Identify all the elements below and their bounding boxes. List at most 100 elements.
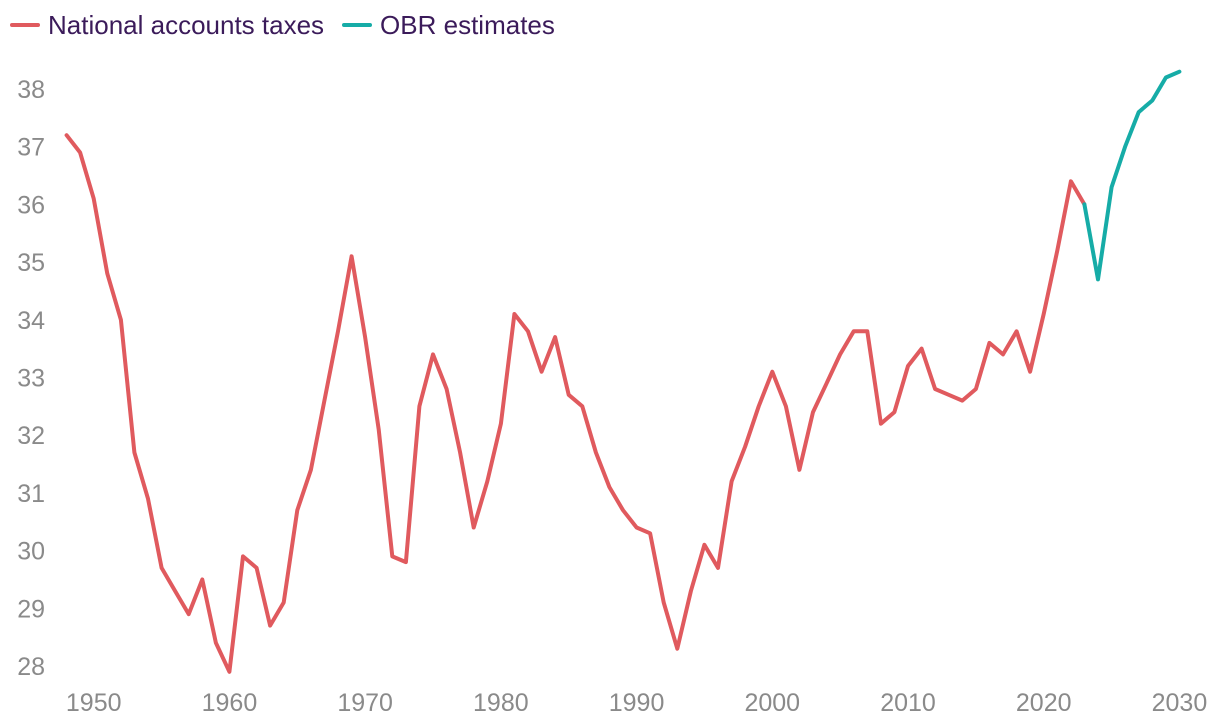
data-point-obr-2027[interactable] — [1136, 109, 1142, 115]
data-point-national-1998[interactable] — [742, 444, 748, 450]
data-point-obr-2028[interactable] — [1149, 98, 1155, 104]
data-point-national-1969[interactable] — [349, 253, 355, 259]
legend-item-obr-estimates[interactable]: OBR estimates — [342, 12, 555, 38]
data-point-national-2009[interactable] — [891, 409, 897, 415]
data-point-national-1972[interactable] — [389, 553, 395, 559]
data-point-national-1976[interactable] — [444, 386, 450, 392]
x-tick-label-1960: 1960 — [202, 689, 258, 717]
data-point-national-2016[interactable] — [986, 340, 992, 346]
data-point-national-1990[interactable] — [634, 525, 640, 531]
legend-label-obr-estimates: OBR estimates — [380, 10, 555, 40]
data-point-national-1956[interactable] — [172, 588, 178, 594]
data-point-national-1970[interactable] — [362, 334, 368, 340]
legend-swatch-obr-estimates — [342, 23, 373, 27]
data-point-national-1951[interactable] — [104, 271, 110, 277]
data-point-national-2005[interactable] — [837, 351, 843, 357]
data-point-national-1991[interactable] — [647, 530, 653, 536]
data-point-national-1958[interactable] — [199, 576, 205, 582]
data-point-national-2012[interactable] — [932, 386, 938, 392]
data-point-national-1952[interactable] — [118, 317, 124, 323]
data-point-national-2002[interactable] — [796, 467, 802, 473]
data-point-national-1977[interactable] — [457, 450, 463, 456]
data-point-national-1963[interactable] — [267, 623, 273, 629]
data-point-national-2022[interactable] — [1068, 178, 1074, 184]
data-point-national-2021[interactable] — [1054, 248, 1060, 254]
data-point-national-1965[interactable] — [294, 507, 300, 513]
data-point-national-1967[interactable] — [321, 398, 327, 404]
data-point-national-2017[interactable] — [1000, 351, 1006, 357]
data-point-obr-2024[interactable] — [1095, 276, 1101, 282]
data-point-national-1974[interactable] — [416, 403, 422, 409]
y-tick-label-30: 30 — [17, 538, 45, 566]
y-axis-ticks: 28 29 30 31 32 33 34 35 36 37 38 — [17, 76, 45, 681]
legend-item-national-accounts[interactable]: National accounts taxes — [10, 12, 324, 38]
data-point-national-1996[interactable] — [715, 565, 721, 571]
data-point-national-1973[interactable] — [403, 559, 409, 565]
data-point-national-2015[interactable] — [973, 386, 979, 392]
data-point-national-1984[interactable] — [552, 334, 558, 340]
data-point-national-1981[interactable] — [511, 311, 517, 317]
y-tick-label-31: 31 — [17, 480, 45, 508]
series-line-obr-estimates[interactable] — [1082, 69, 1182, 282]
data-point-obr-2023[interactable] — [1081, 201, 1087, 207]
data-point-national-1950[interactable] — [91, 196, 97, 202]
data-point-national-2014[interactable] — [959, 398, 965, 404]
data-point-national-1955[interactable] — [159, 565, 165, 571]
data-point-national-1979[interactable] — [484, 478, 490, 484]
data-point-national-1978[interactable] — [471, 525, 477, 531]
data-point-national-2011[interactable] — [919, 346, 925, 352]
data-point-national-2007[interactable] — [864, 328, 870, 334]
data-point-national-1989[interactable] — [620, 507, 626, 513]
data-point-national-2010[interactable] — [905, 363, 911, 369]
data-point-national-2008[interactable] — [878, 421, 884, 427]
y-tick-label-32: 32 — [17, 422, 45, 450]
data-point-national-1975[interactable] — [430, 351, 436, 357]
data-point-national-1971[interactable] — [376, 426, 382, 432]
y-tick-label-29: 29 — [17, 595, 45, 623]
y-tick-label-33: 33 — [17, 365, 45, 393]
x-tick-label-1980: 1980 — [473, 689, 529, 717]
data-point-national-1983[interactable] — [539, 369, 545, 375]
x-tick-label-2030: 2030 — [1152, 689, 1208, 717]
data-point-national-2006[interactable] — [851, 328, 857, 334]
series-line-national-accounts-taxes[interactable] — [64, 133, 1087, 674]
data-point-national-1959[interactable] — [213, 640, 219, 646]
data-point-national-1948[interactable] — [64, 132, 70, 138]
data-point-national-1953[interactable] — [131, 450, 137, 456]
data-point-national-1968[interactable] — [335, 328, 341, 334]
data-point-national-2019[interactable] — [1027, 369, 1033, 375]
data-point-national-1985[interactable] — [566, 392, 572, 398]
data-point-national-1992[interactable] — [661, 600, 667, 606]
data-point-national-2020[interactable] — [1041, 311, 1047, 317]
data-point-obr-2030[interactable] — [1176, 69, 1182, 75]
data-point-national-1999[interactable] — [756, 403, 762, 409]
data-point-national-1980[interactable] — [498, 421, 504, 427]
y-tick-label-34: 34 — [17, 307, 45, 335]
data-point-national-1966[interactable] — [308, 467, 314, 473]
data-point-national-1961[interactable] — [240, 553, 246, 559]
data-point-national-1962[interactable] — [254, 565, 260, 571]
data-point-national-1986[interactable] — [579, 403, 585, 409]
data-point-national-2000[interactable] — [769, 369, 775, 375]
x-axis-ticks: 1950 1960 1970 1980 1990 2000 2010 2020 2030 — [66, 689, 1207, 717]
data-point-obr-2025[interactable] — [1109, 184, 1115, 190]
data-point-national-2004[interactable] — [824, 380, 830, 386]
data-point-obr-2026[interactable] — [1122, 144, 1128, 150]
data-point-national-1994[interactable] — [688, 588, 694, 594]
data-point-national-1988[interactable] — [606, 484, 612, 490]
data-point-national-2003[interactable] — [810, 409, 816, 415]
data-point-national-1987[interactable] — [593, 450, 599, 456]
data-point-national-1957[interactable] — [186, 611, 192, 617]
data-point-obr-2029[interactable] — [1163, 74, 1169, 80]
data-point-national-2018[interactable] — [1014, 328, 1020, 334]
data-point-national-1982[interactable] — [525, 328, 531, 334]
data-point-national-1997[interactable] — [729, 478, 735, 484]
data-point-national-2001[interactable] — [783, 403, 789, 409]
data-point-national-2013[interactable] — [946, 392, 952, 398]
data-point-national-1949[interactable] — [77, 149, 83, 155]
data-point-national-1960[interactable] — [226, 669, 232, 675]
data-point-national-1993[interactable] — [674, 646, 680, 652]
data-point-national-1954[interactable] — [145, 496, 151, 502]
data-point-national-1964[interactable] — [281, 600, 287, 606]
data-point-national-1995[interactable] — [701, 542, 707, 548]
